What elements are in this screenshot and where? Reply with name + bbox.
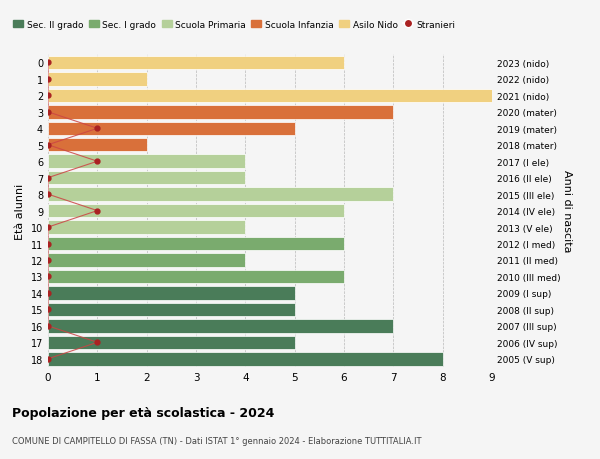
Bar — [48, 270, 344, 284]
Y-axis label: Anni di nascita: Anni di nascita — [562, 170, 572, 252]
Bar — [48, 106, 394, 119]
Bar — [48, 221, 245, 234]
Bar — [48, 172, 245, 185]
Bar — [48, 188, 394, 202]
Bar — [48, 122, 295, 136]
Text: Popolazione per età scolastica - 2024: Popolazione per età scolastica - 2024 — [12, 406, 274, 419]
Bar — [48, 286, 295, 300]
Y-axis label: Età alunni: Età alunni — [15, 183, 25, 239]
Bar — [48, 303, 295, 316]
Bar — [48, 237, 344, 251]
Bar — [48, 336, 295, 349]
Bar — [48, 204, 344, 218]
Text: COMUNE DI CAMPITELLO DI FASSA (TN) - Dati ISTAT 1° gennaio 2024 - Elaborazione T: COMUNE DI CAMPITELLO DI FASSA (TN) - Dat… — [12, 436, 421, 445]
Bar — [48, 254, 245, 267]
Bar — [48, 319, 394, 333]
Bar — [48, 56, 344, 70]
Bar — [48, 155, 245, 168]
Bar — [48, 139, 146, 152]
Bar — [48, 90, 492, 103]
Legend: Sec. II grado, Sec. I grado, Scuola Primaria, Scuola Infanzia, Asilo Nido, Stran: Sec. II grado, Sec. I grado, Scuola Prim… — [11, 19, 457, 32]
Bar — [48, 352, 443, 366]
Bar — [48, 73, 146, 86]
